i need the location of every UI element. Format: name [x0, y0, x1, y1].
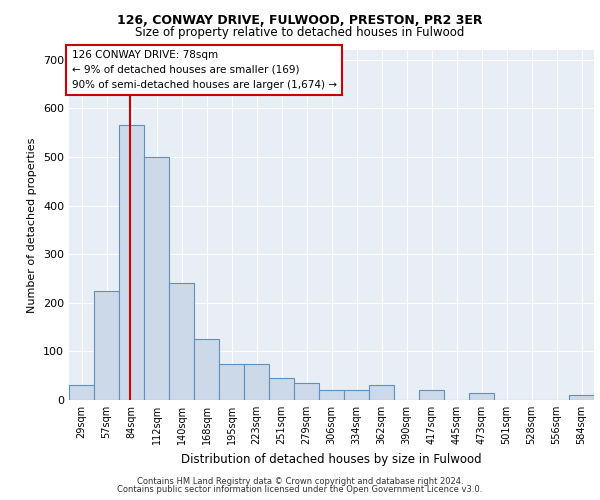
Bar [144, 157, 169, 400]
Text: 126, CONWAY DRIVE, FULWOOD, PRESTON, PR2 3ER: 126, CONWAY DRIVE, FULWOOD, PRESTON, PR2… [117, 14, 483, 27]
Bar [94, 290, 119, 400]
Bar [269, 378, 294, 400]
Text: Contains HM Land Registry data © Crown copyright and database right 2024.: Contains HM Land Registry data © Crown c… [137, 477, 463, 486]
Bar [294, 383, 319, 400]
Bar [219, 364, 244, 400]
Bar [69, 386, 94, 400]
Bar [119, 126, 144, 400]
Bar [419, 390, 444, 400]
Bar [344, 390, 369, 400]
Y-axis label: Number of detached properties: Number of detached properties [28, 138, 37, 312]
Text: Contains public sector information licensed under the Open Government Licence v3: Contains public sector information licen… [118, 484, 482, 494]
Bar [169, 284, 194, 400]
Bar [369, 386, 394, 400]
Bar [194, 339, 219, 400]
Text: 126 CONWAY DRIVE: 78sqm
← 9% of detached houses are smaller (169)
90% of semi-de: 126 CONWAY DRIVE: 78sqm ← 9% of detached… [71, 50, 337, 90]
Bar [244, 364, 269, 400]
X-axis label: Distribution of detached houses by size in Fulwood: Distribution of detached houses by size … [181, 452, 482, 466]
Text: Size of property relative to detached houses in Fulwood: Size of property relative to detached ho… [136, 26, 464, 39]
Bar [319, 390, 344, 400]
Bar [469, 392, 494, 400]
Bar [569, 395, 594, 400]
